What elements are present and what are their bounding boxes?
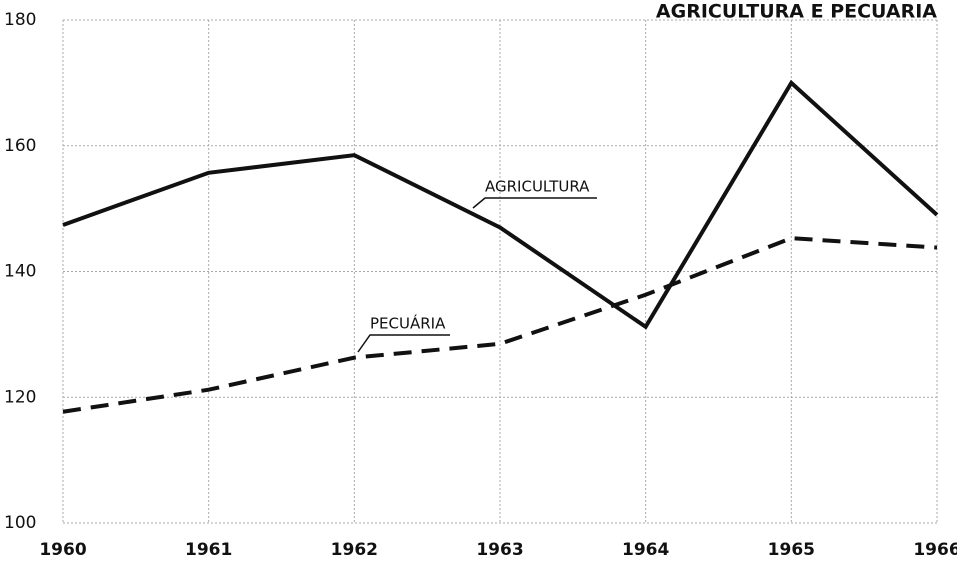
y-tick-label: 160 xyxy=(4,136,36,156)
x-tick-label: 1961 xyxy=(185,540,232,560)
y-tick-label: 140 xyxy=(4,262,36,282)
y-tick-label: 120 xyxy=(4,387,36,407)
series-label: PECUÁRIA xyxy=(370,314,446,333)
y-tick-label: 100 xyxy=(4,513,36,533)
x-tick-label: 1964 xyxy=(622,540,669,560)
line xyxy=(62,79,939,330)
x-tick-label: 1965 xyxy=(768,540,815,560)
line xyxy=(62,236,938,414)
label-leader xyxy=(357,334,450,353)
label-leader xyxy=(472,197,597,209)
x-tick-label: 1966 xyxy=(913,540,957,560)
x-tick-label: 1963 xyxy=(476,540,523,560)
chart-title: AGRICULTURA E PECUARIA xyxy=(656,1,937,23)
x-tick-label: 1960 xyxy=(39,540,86,560)
x-tick-label: 1962 xyxy=(331,540,378,560)
series-label: AGRICULTURA xyxy=(485,178,590,196)
y-tick-label: 180 xyxy=(4,10,36,30)
